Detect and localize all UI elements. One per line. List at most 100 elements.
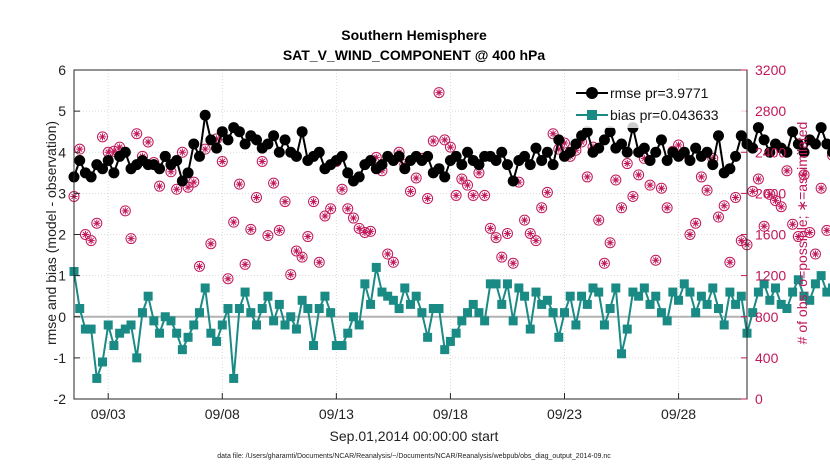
bias-point bbox=[109, 341, 119, 351]
bias-point bbox=[565, 291, 575, 301]
obs-assimilated-marker bbox=[321, 212, 329, 220]
rmse-point bbox=[598, 134, 610, 146]
obs-assimilated-marker bbox=[731, 193, 740, 202]
obs-assimilated-marker bbox=[133, 130, 141, 138]
bias-point bbox=[291, 324, 301, 334]
bias-point bbox=[537, 299, 547, 309]
obs-count-point bbox=[616, 202, 628, 214]
obs-assimilated-marker bbox=[652, 256, 660, 264]
obs-possible-marker bbox=[616, 202, 628, 214]
obs-possible-marker bbox=[633, 169, 645, 181]
rmse-point bbox=[462, 146, 474, 158]
rmse-point bbox=[661, 154, 673, 166]
bias-point bbox=[691, 308, 701, 318]
obs-possible-marker bbox=[541, 186, 553, 198]
obs-count-point bbox=[245, 223, 257, 235]
obs-count-point bbox=[604, 237, 616, 249]
bias-point bbox=[263, 291, 273, 301]
y-tick-label: 1 bbox=[58, 268, 66, 284]
rmse-point bbox=[570, 138, 582, 150]
obs-assimilated-marker bbox=[663, 204, 671, 212]
obs-possible-marker bbox=[462, 179, 474, 191]
obs-count-point bbox=[650, 254, 662, 266]
obs-assimilated-marker bbox=[532, 237, 540, 245]
obs-count-point bbox=[718, 200, 730, 212]
data-file-footnote: data file: /Users/gharamti/Documents/NCA… bbox=[217, 453, 611, 460]
obs-count-point bbox=[325, 203, 337, 215]
obs-possible-marker bbox=[290, 245, 302, 257]
obs-possible-marker bbox=[730, 191, 742, 203]
rmse-point bbox=[724, 163, 736, 175]
obs-possible-marker bbox=[519, 214, 531, 226]
bias-point bbox=[331, 341, 341, 351]
obs-count-point bbox=[444, 141, 456, 153]
bias-point bbox=[377, 287, 387, 297]
obs-assimilated-marker bbox=[275, 226, 283, 234]
bias-point bbox=[246, 308, 256, 318]
obs-count-point bbox=[752, 173, 764, 185]
obs-count-point bbox=[222, 273, 234, 285]
bias-point bbox=[674, 295, 684, 305]
bias-point bbox=[423, 332, 433, 342]
bias-point bbox=[126, 320, 136, 330]
y2-tick-label: 0 bbox=[755, 391, 763, 407]
rmse-point bbox=[222, 134, 234, 146]
obs-possible-marker bbox=[501, 227, 513, 239]
rmse-point bbox=[199, 109, 211, 121]
rmse-point bbox=[205, 134, 217, 146]
obs-count-point bbox=[764, 188, 776, 200]
obs-count-point bbox=[313, 256, 325, 268]
obs-possible-marker bbox=[758, 220, 770, 232]
obs-assimilated-marker bbox=[526, 229, 534, 238]
obs-possible-marker bbox=[467, 189, 479, 201]
bias-point bbox=[525, 324, 535, 334]
obs-count-point bbox=[735, 235, 747, 247]
rmse-point bbox=[621, 146, 633, 158]
bias-point bbox=[822, 287, 830, 297]
obs-count-point bbox=[621, 158, 633, 170]
legend-bias-label: bias pr=0.043633 bbox=[610, 107, 719, 123]
rmse-point bbox=[827, 147, 830, 158]
bias-point bbox=[645, 299, 655, 309]
bias-point bbox=[400, 283, 410, 293]
rmse-point bbox=[365, 154, 377, 166]
bias-point bbox=[177, 345, 187, 355]
obs-assimilated-marker bbox=[777, 203, 785, 211]
bias-point bbox=[406, 299, 415, 309]
bias-point bbox=[485, 279, 495, 289]
obs-possible-marker bbox=[188, 176, 200, 188]
obs-assimilated-marker bbox=[195, 262, 204, 270]
obs-possible-marker bbox=[775, 201, 787, 213]
rmse-point bbox=[655, 134, 667, 146]
obs-possible-marker bbox=[673, 139, 685, 151]
rmse-point bbox=[290, 150, 302, 162]
obs-count-point bbox=[296, 251, 308, 263]
obs-assimilated-marker bbox=[823, 226, 830, 234]
obs-possible-marker bbox=[85, 235, 97, 247]
obs-assimilated-marker bbox=[429, 137, 437, 145]
obs-possible-marker bbox=[325, 203, 337, 215]
obs-assimilated-marker bbox=[241, 260, 249, 268]
obs-assimilated-marker bbox=[378, 167, 386, 175]
obs-possible-marker bbox=[91, 217, 103, 229]
obs-count-point bbox=[530, 235, 542, 247]
obs-count-point bbox=[125, 233, 137, 245]
obs-count-point bbox=[501, 227, 513, 239]
rmse-point bbox=[707, 159, 719, 171]
bias-point bbox=[559, 308, 569, 318]
obs-assimilated-marker bbox=[287, 270, 295, 279]
obs-assimilated-marker bbox=[110, 147, 118, 155]
obs-assimilated-marker bbox=[258, 157, 266, 166]
y-tick-label: -1 bbox=[54, 350, 67, 366]
obs-possible-marker bbox=[154, 180, 166, 192]
bias-point bbox=[440, 345, 450, 355]
obs-possible-marker bbox=[735, 235, 747, 247]
obs-possible-marker bbox=[439, 134, 451, 146]
obs-count-point bbox=[712, 211, 724, 223]
obs-assimilated-marker bbox=[811, 250, 820, 258]
obs-count-point bbox=[792, 231, 804, 243]
obs-assimilated-marker bbox=[230, 218, 238, 226]
bias-point bbox=[445, 336, 455, 346]
obs-assimilated-marker bbox=[697, 173, 705, 181]
bias-point bbox=[639, 283, 649, 293]
